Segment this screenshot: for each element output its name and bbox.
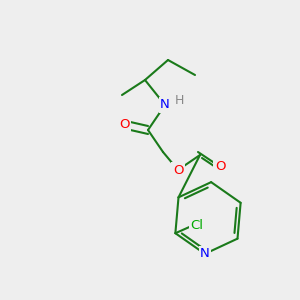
Text: O: O <box>173 164 183 176</box>
Text: N: N <box>200 248 210 260</box>
Text: N: N <box>160 98 170 112</box>
Text: O: O <box>215 160 225 173</box>
Text: Cl: Cl <box>190 219 203 232</box>
Text: H: H <box>174 94 184 107</box>
Text: O: O <box>119 118 129 131</box>
